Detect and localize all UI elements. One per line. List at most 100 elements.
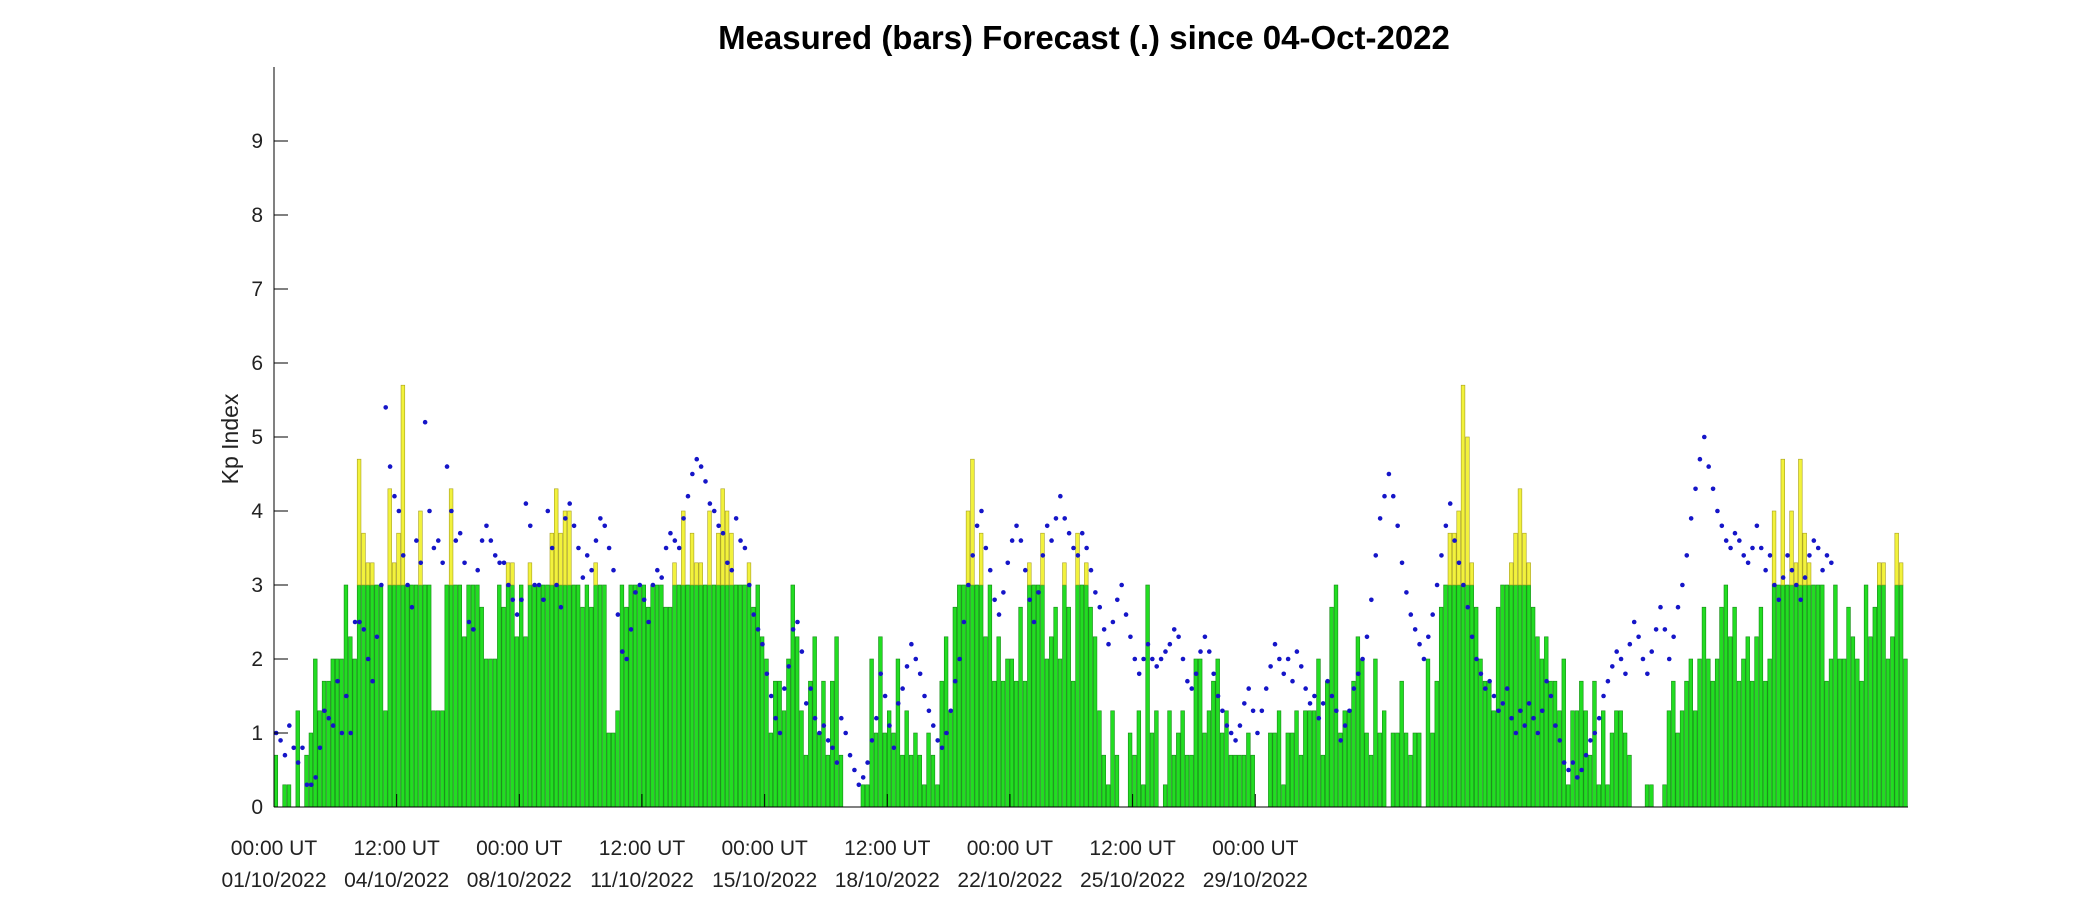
kp-bar bbox=[1285, 732, 1290, 808]
kp-bar-green bbox=[908, 754, 914, 808]
kp-bar bbox=[1088, 606, 1093, 808]
forecast-dot bbox=[1338, 738, 1343, 743]
kp-bar bbox=[1167, 710, 1172, 808]
kp-bar-green bbox=[746, 584, 752, 808]
forecast-dot bbox=[1246, 686, 1252, 691]
forecast-dot bbox=[1360, 656, 1365, 662]
kp-bar-green bbox=[1745, 636, 1750, 808]
kp-bar-green bbox=[1622, 732, 1628, 808]
kp-bar-green bbox=[637, 584, 642, 808]
kp-bar-green bbox=[1141, 784, 1146, 808]
kp-bar bbox=[1443, 584, 1448, 808]
forecast-dot bbox=[396, 508, 402, 514]
kp-bar-green bbox=[352, 658, 357, 808]
kp-bar bbox=[488, 658, 493, 808]
kp-bar-green bbox=[716, 584, 721, 808]
kp-bar bbox=[1364, 732, 1369, 808]
kp-bar bbox=[391, 562, 397, 808]
kp-bar bbox=[462, 636, 467, 808]
forecast-dot bbox=[987, 567, 993, 573]
kp-bar-green bbox=[483, 658, 489, 808]
kp-bar-green bbox=[1355, 636, 1361, 808]
forecast-dot bbox=[1728, 545, 1733, 551]
kp-bar bbox=[742, 584, 747, 808]
forecast-dot bbox=[865, 760, 870, 765]
kp-bar bbox=[1846, 606, 1851, 808]
kp-bar-green bbox=[948, 710, 953, 808]
kp-bar bbox=[926, 732, 931, 808]
kp-bar-green bbox=[1408, 754, 1413, 808]
kp-bar-green bbox=[422, 584, 427, 808]
kp-bar-yellow bbox=[418, 510, 423, 586]
forecast-dot bbox=[970, 553, 976, 558]
kp-bar-green bbox=[1859, 680, 1864, 808]
kp-bar bbox=[1675, 732, 1680, 808]
kp-bar-yellow bbox=[672, 562, 677, 586]
kp-bar-green bbox=[1811, 584, 1816, 808]
kp-bar bbox=[1802, 532, 1807, 808]
kp-bar bbox=[1360, 658, 1365, 808]
forecast-dot bbox=[1684, 553, 1690, 558]
forecast-dot bbox=[817, 730, 822, 736]
kp-bar-green bbox=[1828, 658, 1834, 808]
kp-bar bbox=[1811, 584, 1816, 808]
kp-bar-green bbox=[738, 584, 743, 808]
kp-bar-green bbox=[1241, 754, 1247, 808]
forecast-dot bbox=[1285, 656, 1291, 662]
kp-bar bbox=[1872, 606, 1877, 808]
forecast-dot bbox=[348, 730, 353, 736]
forecast-dot bbox=[1561, 760, 1567, 765]
kp-bar-green bbox=[611, 732, 616, 808]
kp-bar bbox=[1097, 710, 1102, 808]
kp-bar bbox=[1749, 680, 1755, 808]
kp-bar-green bbox=[1290, 732, 1295, 808]
kp-bar-green bbox=[527, 584, 533, 808]
kp-bar bbox=[755, 584, 760, 808]
forecast-dot bbox=[1018, 538, 1024, 543]
kp-bar bbox=[602, 584, 607, 808]
kp-bar-green bbox=[1460, 584, 1466, 808]
forecast-dot bbox=[961, 619, 967, 625]
kp-bar-green bbox=[1903, 658, 1908, 808]
kp-bar-green bbox=[1438, 606, 1444, 808]
kp-bar bbox=[1294, 710, 1299, 808]
forecast-dot bbox=[1150, 656, 1155, 662]
kp-bar bbox=[286, 784, 292, 808]
kp-bar bbox=[1570, 710, 1575, 808]
kp-bar-green bbox=[821, 680, 826, 808]
forecast-dot bbox=[295, 760, 301, 765]
forecast-dot bbox=[1504, 686, 1510, 691]
kp-bar-green bbox=[571, 584, 576, 808]
kp-bar bbox=[562, 510, 568, 808]
kp-bar bbox=[786, 658, 791, 808]
kp-bar bbox=[777, 680, 782, 808]
kp-bar bbox=[1014, 680, 1019, 808]
forecast-dot bbox=[549, 545, 555, 551]
kp-bar-green bbox=[1846, 606, 1851, 808]
kp-bar bbox=[650, 584, 655, 808]
kp-bar bbox=[483, 658, 489, 808]
kp-bar-yellow bbox=[1798, 458, 1803, 586]
forecast-dot bbox=[379, 582, 384, 588]
forecast-dot bbox=[1355, 671, 1361, 677]
kp-bar bbox=[427, 584, 432, 808]
kp-bar-green bbox=[554, 584, 559, 808]
kp-bar bbox=[1390, 732, 1396, 808]
forecast-dot bbox=[922, 693, 927, 699]
kp-bar bbox=[1666, 710, 1672, 808]
kp-bar-green bbox=[1596, 784, 1601, 808]
forecast-dot bbox=[624, 656, 629, 662]
kp-bar bbox=[611, 732, 616, 808]
kp-bar bbox=[1798, 458, 1803, 808]
forecast-dot bbox=[1290, 678, 1295, 684]
forecast-dot bbox=[1421, 656, 1427, 662]
kp-bar bbox=[1592, 680, 1597, 808]
kp-bar bbox=[370, 562, 375, 808]
kp-bar bbox=[1833, 584, 1838, 808]
forecast-dot bbox=[1772, 582, 1777, 588]
kp-bar bbox=[497, 584, 502, 808]
forecast-dot bbox=[471, 627, 476, 632]
x-tick-label-date: 18/10/2022 bbox=[835, 869, 940, 892]
kp-bar bbox=[378, 584, 384, 808]
kp-bar bbox=[1272, 732, 1277, 808]
